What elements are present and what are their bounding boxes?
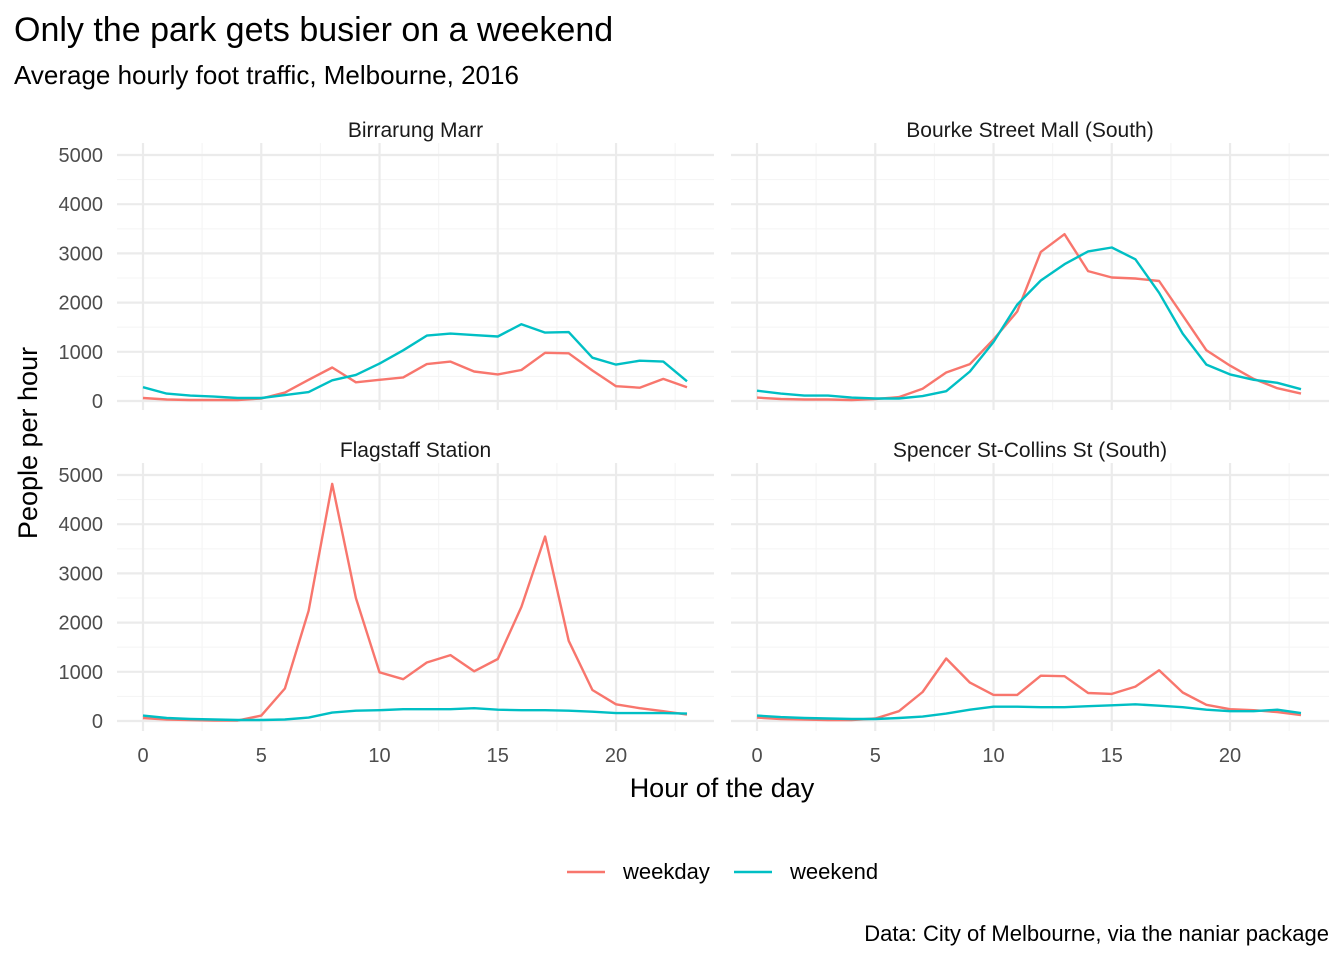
x-tick-label: 0 (137, 745, 148, 767)
x-tick-label: 20 (605, 745, 627, 767)
series-line-weekday (142, 482, 688, 722)
x-tick-label: 15 (1101, 745, 1123, 767)
facet-panels: Birrarung Marr010002000300040005000Bourk… (59, 119, 1329, 767)
series-line-weekend (756, 246, 1302, 400)
y-tick-label: 1000 (59, 662, 104, 684)
x-tick-label: 5 (256, 745, 267, 767)
y-tick-label: 0 (92, 711, 103, 733)
panel-strip-label: Birrarung Marr (348, 119, 483, 142)
x-tick-label: 5 (870, 745, 881, 767)
y-tick-label: 2000 (59, 613, 104, 635)
x-tick-label: 10 (368, 745, 390, 767)
y-tick-label: 3000 (59, 563, 104, 585)
x-tick-label: 15 (487, 745, 509, 767)
y-tick-label: 4000 (59, 194, 104, 216)
y-axis-title: People per hour (13, 347, 43, 539)
panel-bourke-street-mall-south: Bourke Street Mall (South) (731, 119, 1329, 410)
chart-caption: Data: City of Melbourne, via the naniar … (864, 921, 1329, 946)
chart-subtitle: Average hourly foot traffic, Melbourne, … (14, 60, 519, 90)
panel-strip-label: Flagstaff Station (340, 439, 491, 462)
panel-spencer-st-collins-st-south: Spencer St-Collins St (South) 0 5 10 15 20 (731, 439, 1329, 767)
x-tick-label: 0 (751, 745, 762, 767)
x-axis-title: Hour of the day (630, 773, 815, 803)
y-tick-label: 3000 (59, 243, 104, 265)
y-tick-label: 5000 (59, 465, 104, 487)
panel-birrarung-marr: Birrarung Marr 0 1000 2000 3000 4000 5000 (59, 119, 714, 413)
chart-title: Only the park gets busier on a weekend (14, 11, 613, 49)
y-tick-label: 0 (92, 391, 103, 413)
y-tick-label: 2000 (59, 293, 104, 315)
panel-strip-label: Spencer St-Collins St (South) (893, 439, 1167, 462)
series-line-weekday (756, 232, 1302, 402)
panel-flagstaff-station: Flagstaff Station 0 1000 2000 3000 4000 5000 0 5… (59, 439, 714, 767)
series-line-weekend (756, 703, 1302, 721)
x-tick-label: 10 (982, 745, 1004, 767)
legend: weekday weekend (567, 859, 878, 884)
y-tick-label: 4000 (59, 514, 104, 536)
series-line-weekday (142, 351, 688, 402)
series-line-weekend (142, 323, 688, 400)
panel-strip-label: Bourke Street Mall (South) (906, 119, 1153, 142)
series-line-weekend (142, 707, 688, 722)
legend-label-weekday: weekday (622, 859, 710, 884)
y-tick-label: 5000 (59, 145, 104, 167)
legend-label-weekend: weekend (789, 859, 878, 884)
y-tick-label: 1000 (59, 342, 104, 364)
x-tick-label: 20 (1219, 745, 1241, 767)
